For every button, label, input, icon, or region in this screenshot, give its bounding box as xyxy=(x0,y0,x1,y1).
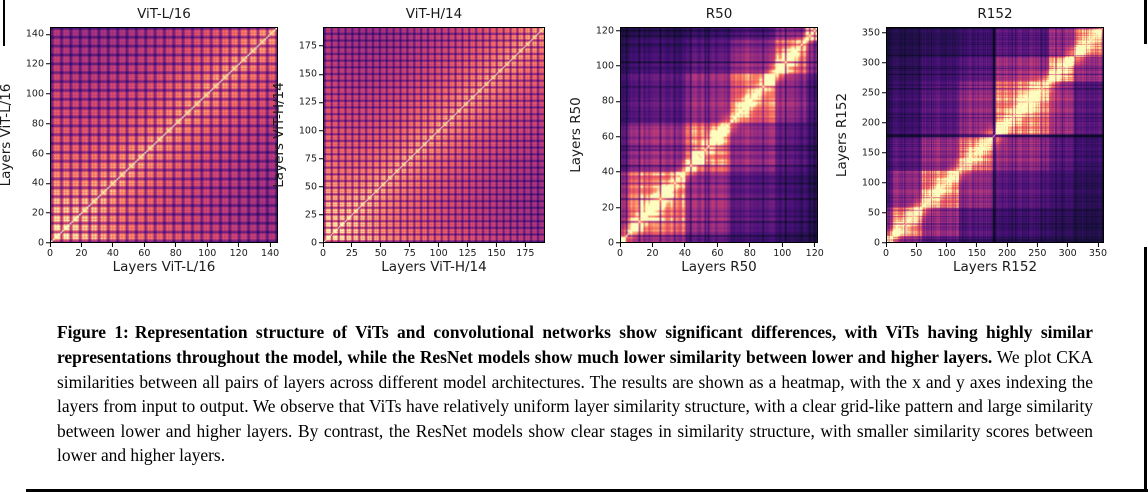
y-tick: 120 xyxy=(596,26,620,36)
heatmap-panel-r50: R50 Layers R50 0 20 40 60 80 100 120 0 20 40 60 80… xyxy=(568,6,824,275)
x-tick: 50 xyxy=(910,243,922,259)
x-tick: 0 xyxy=(320,243,326,259)
panel-title: R152 xyxy=(977,6,1013,22)
x-tick: 40 xyxy=(107,243,119,259)
y-tick: 0 xyxy=(608,238,620,248)
x-tick: 200 xyxy=(998,243,1016,259)
y-tick: 140 xyxy=(26,30,50,40)
cka-heatmap-canvas xyxy=(51,28,277,242)
y-tick: 150 xyxy=(862,148,886,158)
y-tick: 0 xyxy=(38,238,50,248)
x-axis-label: Layers R50 xyxy=(681,259,757,275)
x-tick: 175 xyxy=(516,243,534,259)
y-tick: 60 xyxy=(602,132,620,142)
x-tick: 300 xyxy=(1059,243,1077,259)
figure-caption: Figure 1: Representation structure of ViT… xyxy=(57,320,1093,468)
x-tick: 20 xyxy=(75,243,87,259)
y-axis-label: Layers ViT-H/14 xyxy=(271,82,287,188)
x-tick: 100 xyxy=(430,243,448,259)
x-tick: 80 xyxy=(170,243,182,259)
y-tick: 40 xyxy=(602,167,620,177)
y-tick: 125 xyxy=(299,98,323,108)
figure-caption-body-text: We plot CKA similarities between all pai… xyxy=(57,346,1093,466)
x-tick: 350 xyxy=(1089,243,1107,259)
y-tick: 200 xyxy=(862,118,886,128)
y-tick: 20 xyxy=(602,203,620,213)
figure-caption-bold-text: Representation structure of ViTs and con… xyxy=(57,322,1094,367)
x-tick: 20 xyxy=(646,243,659,259)
y-tick: 0 xyxy=(311,238,323,248)
x-tick: 60 xyxy=(711,243,723,259)
x-tick: 75 xyxy=(404,243,416,259)
x-tick: 0 xyxy=(883,243,889,259)
x-tick: 0 xyxy=(47,243,53,259)
panel-title: R50 xyxy=(705,6,733,22)
y-tick: 350 xyxy=(862,28,886,38)
cka-heatmap-canvas xyxy=(887,28,1103,242)
x-tick: 120 xyxy=(230,243,248,259)
x-tick: 250 xyxy=(1028,243,1046,259)
y-tick: 80 xyxy=(602,97,620,107)
x-axis-label: Layers ViT-L/16 xyxy=(112,259,216,275)
x-tick: 100 xyxy=(198,243,216,259)
y-tick: 100 xyxy=(299,126,323,136)
figure-caption-label: Figure 1: xyxy=(57,322,129,343)
y-tick: 150 xyxy=(299,69,323,80)
y-tick: 50 xyxy=(305,182,323,192)
plot-area xyxy=(620,27,818,243)
x-tick: 100 xyxy=(937,243,956,259)
x-axis-label: Layers R152 xyxy=(952,259,1038,275)
y-tick: 40 xyxy=(32,179,50,189)
heatmap-panel-vit-l16: ViT-L/16 Layers ViT-L/16 0 20 40 60 80 100 120… xyxy=(0,6,279,275)
y-tick: 250 xyxy=(862,88,886,98)
heatmap-panel-r152: R152 Layers R152 0 50 100 150 200 250 300 350 0… xyxy=(834,6,1107,275)
y-tick: 50 xyxy=(868,208,886,218)
x-tick: 25 xyxy=(346,243,358,259)
plot-area xyxy=(323,27,545,243)
cka-heatmap-canvas xyxy=(324,28,544,242)
y-tick: 100 xyxy=(596,61,620,71)
y-axis-label: Layers ViT-L/16 xyxy=(0,83,14,187)
plot-area xyxy=(886,27,1104,243)
x-tick: 50 xyxy=(375,243,387,259)
y-axis-label: Layers R50 xyxy=(568,97,584,173)
page-border-right-bottom xyxy=(1144,247,1147,492)
y-tick: 25 xyxy=(305,210,323,220)
cka-heatmap-canvas xyxy=(621,28,817,242)
y-tick: 175 xyxy=(299,41,323,51)
x-tick: 100 xyxy=(773,243,791,259)
y-tick: 20 xyxy=(32,208,50,218)
page-border-left xyxy=(3,0,5,46)
page-border-bottom xyxy=(26,489,1148,492)
x-tick: 150 xyxy=(487,243,506,259)
y-tick: 100 xyxy=(862,178,886,188)
y-tick: 300 xyxy=(862,58,886,68)
x-tick: 0 xyxy=(617,243,623,259)
y-axis-label: Layers R152 xyxy=(834,92,850,178)
x-tick: 150 xyxy=(968,243,986,259)
y-tick: 120 xyxy=(26,59,50,69)
y-tick: 75 xyxy=(305,154,323,164)
x-tick: 60 xyxy=(138,243,150,259)
x-tick: 140 xyxy=(261,243,279,259)
plot-area xyxy=(50,27,278,243)
heatmap-panel-vit-h14: ViT-H/14 Layers ViT-H/14 0 25 50 75 100 125 15… xyxy=(271,6,545,275)
x-tick: 80 xyxy=(744,243,756,259)
panel-title: ViT-H/14 xyxy=(405,6,463,22)
page-border-right-top xyxy=(1144,0,1147,44)
x-tick: 120 xyxy=(806,243,824,259)
x-tick: 125 xyxy=(458,243,477,259)
y-tick: 0 xyxy=(874,238,886,248)
panel-title: ViT-L/16 xyxy=(137,6,191,22)
x-tick: 40 xyxy=(679,243,691,259)
y-tick: 100 xyxy=(26,89,50,99)
y-tick: 80 xyxy=(32,119,50,129)
x-axis-label: Layers ViT-H/14 xyxy=(381,259,487,275)
y-tick: 60 xyxy=(32,149,50,159)
